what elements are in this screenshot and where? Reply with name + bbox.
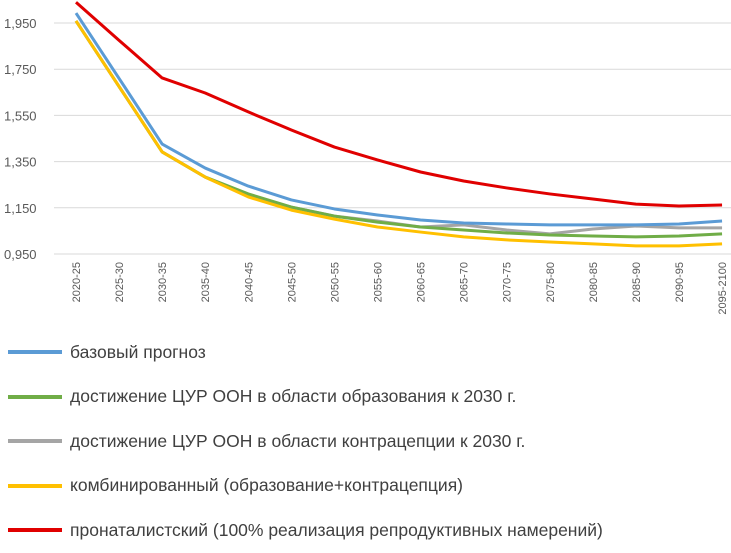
x-tick-label: 2035-40 bbox=[200, 262, 212, 302]
legend-swatch bbox=[8, 394, 62, 399]
legend: базовый прогноз достижение ЦУР ООН в обл… bbox=[8, 330, 603, 553]
y-tick-label: 1,150 bbox=[4, 201, 37, 216]
x-tick-label: 2045-50 bbox=[286, 262, 298, 302]
x-tick-label: 2080-85 bbox=[588, 262, 600, 302]
x-tick-label: 2025-30 bbox=[114, 262, 126, 302]
legend-item: базовый прогноз bbox=[8, 330, 603, 375]
x-tick-label: 2040-45 bbox=[243, 262, 255, 302]
legend-label: достижение ЦУР ООН в области образования… bbox=[70, 386, 517, 407]
legend-item: достижение ЦУР ООН в области контрацепци… bbox=[8, 419, 603, 464]
x-tick-label: 2090-95 bbox=[674, 262, 686, 302]
legend-swatch bbox=[8, 350, 62, 355]
series-line bbox=[75, 1, 723, 208]
x-tick-label: 2020-25 bbox=[71, 262, 83, 302]
y-tick-label: 0,950 bbox=[4, 247, 37, 262]
legend-item: комбинированный (образование+контрацепци… bbox=[8, 464, 603, 509]
legend-item: пронаталистский (100% реализация репроду… bbox=[8, 508, 603, 553]
x-tick-label: 2065-70 bbox=[459, 262, 471, 302]
legend-swatch bbox=[8, 528, 62, 533]
x-tick-label: 2060-65 bbox=[416, 262, 428, 302]
legend-swatch bbox=[8, 483, 62, 488]
x-tick-label: 2075-80 bbox=[545, 262, 557, 302]
x-tick-label: 2085-90 bbox=[631, 262, 643, 302]
series-line bbox=[74, 12, 723, 227]
x-tick-label: 2055-60 bbox=[372, 262, 384, 302]
legend-label: пронаталистский (100% реализация репроду… bbox=[70, 519, 603, 540]
legend-label: комбинированный (образование+контрацепци… bbox=[70, 475, 464, 496]
y-tick-label: 1,950 bbox=[4, 16, 37, 31]
x-tick-label: 2095-2100 bbox=[717, 262, 729, 315]
x-tick-label: 2070-75 bbox=[502, 262, 514, 302]
series-line bbox=[74, 20, 723, 248]
line-chart: 0,950 1,150 1,350 1,550 1,750 1,950 2020-25 202… bbox=[4, 1, 731, 315]
legend-label: достижение ЦУР ООН в области контрацепци… bbox=[70, 430, 526, 451]
legend-item: достижение ЦУР ООН в области образования… bbox=[8, 375, 603, 420]
x-tick-label: 2030-35 bbox=[157, 262, 169, 302]
legend-swatch bbox=[8, 439, 62, 444]
series-line bbox=[74, 20, 723, 239]
y-tick-label: 1,350 bbox=[4, 155, 37, 170]
y-tick-label: 1,550 bbox=[4, 108, 37, 123]
legend-label: базовый прогноз bbox=[70, 341, 206, 362]
y-tick-label: 1,750 bbox=[4, 62, 37, 77]
x-tick-label: 2050-55 bbox=[329, 262, 341, 302]
